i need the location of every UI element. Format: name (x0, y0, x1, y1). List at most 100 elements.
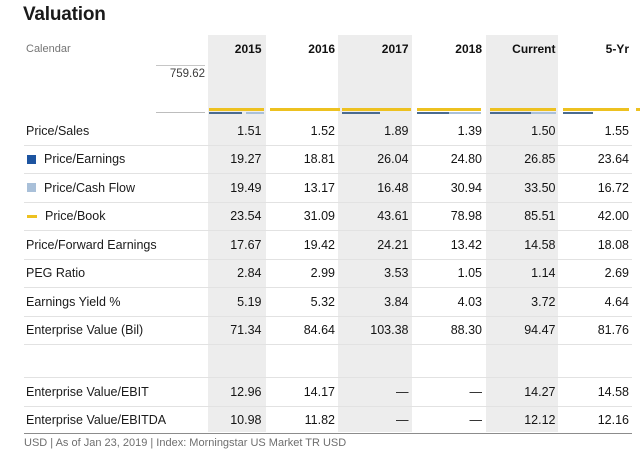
row-label: Enterprise Value (Bil) (26, 323, 144, 338)
row-label-cell: Price/Book (24, 209, 191, 223)
value-cell: 23.64 (597, 152, 629, 167)
value-cell: 2.84 (237, 266, 262, 281)
value-cell: 2.69 (604, 266, 629, 281)
table-row: Price/Forward Earnings 17.67 19.42 24.21 13… (24, 231, 632, 260)
table-row: Price/Earnings 19.27 18.81 26.04 24.80 26.85… (24, 146, 632, 174)
value-cell: 88.30 (450, 323, 482, 338)
value-cell: 19.27 (230, 152, 262, 167)
row-label-cell: Earnings Yield % (24, 295, 191, 309)
row-label-cell: Price/Earnings (24, 152, 191, 166)
value-cell: 24.21 (377, 237, 409, 252)
row-label: PEG Ratio (26, 266, 86, 281)
column-header-5yr: 5-Yr (605, 42, 629, 56)
sparkline-axis-max-label: 759.62 (169, 68, 205, 80)
light-blue-square-icon (27, 183, 36, 193)
yellow-dash-icon (27, 215, 37, 219)
value-cell: 43.61 (377, 209, 409, 224)
column-headers: 2015 2016 2017 2018 Current 5-Yr (191, 42, 632, 56)
column-header-2016: 2016 (308, 42, 335, 56)
value-cell: 11.82 (304, 412, 335, 427)
value-cell: 23.54 (230, 209, 262, 224)
value-cell: 12.16 (597, 412, 629, 427)
value-cell: 26.85 (524, 152, 556, 167)
column-header-current: Current (512, 42, 556, 56)
page-title: Valuation (23, 4, 106, 25)
value-cell: 4.03 (457, 294, 482, 309)
value-cell: 12.96 (230, 384, 262, 399)
value-cell: 14.17 (303, 384, 335, 399)
value-cell: 3.84 (384, 294, 409, 309)
column-stripe-current (486, 35, 558, 432)
value-cell: 31.09 (303, 209, 335, 224)
value-cell: 17.67 (230, 237, 262, 252)
value-cell: 1.05 (457, 266, 482, 281)
value-cell: 1.89 (384, 123, 409, 138)
column-header-2015: 2015 (234, 42, 262, 56)
value-cell: 2.99 (310, 266, 335, 281)
sparkline-segment (342, 107, 411, 115)
value-cell: 1.50 (531, 123, 556, 138)
row-label-cell: Price/Sales (24, 124, 191, 138)
value-cell: 30.94 (450, 180, 482, 195)
sparkline-segment (209, 107, 264, 115)
row-label-cell: Price/Forward Earnings (24, 238, 191, 252)
value-cell: 19.49 (230, 180, 262, 195)
table-row: PEG Ratio 2.84 2.99 3.53 1.05 1.14 2.69 (24, 260, 632, 288)
footer-note: USD | As of Jan 23, 2019 | Index: Mornin… (24, 437, 347, 449)
table-row: Enterprise Value/EBIT 12.96 14.17 — — 14.27 1… (24, 378, 632, 407)
value-cell: 4.64 (604, 294, 629, 309)
value-cell: 85.51 (524, 209, 556, 224)
row-label-cell: Enterprise Value/EBIT (24, 385, 191, 399)
value-cell: 10.98 (230, 412, 262, 427)
sparkline-segment (270, 107, 340, 115)
spacer-row (24, 345, 632, 378)
value-cell: 3.53 (384, 266, 409, 281)
sparkline-segment (563, 107, 629, 115)
table-row: Price/Cash Flow 19.49 13.17 16.48 30.94 33.5… (24, 174, 632, 203)
dark-blue-square-icon (27, 154, 36, 164)
value-cell: 12.12 (524, 412, 556, 427)
value-cell: 26.04 (377, 152, 409, 167)
row-label: Enterprise Value/EBIT (26, 384, 149, 399)
value-cell: 14.58 (524, 237, 556, 252)
row-label-cell: Price/Cash Flow (24, 181, 191, 195)
value-cell: 1.39 (457, 123, 482, 138)
table-row: Price/Book 23.54 31.09 43.61 78.98 85.51 42.0… (24, 203, 632, 231)
table-row: Earnings Yield % 5.19 5.32 3.84 4.03 3.72 4.6… (24, 288, 632, 317)
column-header-2018: 2018 (455, 42, 482, 56)
table-row: Price/Sales 1.51 1.52 1.89 1.39 1.50 1.55 (24, 117, 632, 146)
column-header-2017: 2017 (381, 42, 409, 56)
value-cell: 13.17 (303, 180, 335, 195)
row-label-cell: Enterprise Value (Bil) (24, 323, 191, 337)
value-cell: 78.98 (450, 209, 482, 224)
value-cell: 1.14 (531, 266, 556, 281)
value-cell: — (469, 384, 483, 399)
value-cell: 13.42 (450, 237, 482, 252)
value-cell: 3.72 (531, 294, 556, 309)
row-label-cell: Enterprise Value/EBITDA (24, 413, 191, 427)
calendar-label: Calendar (26, 43, 71, 55)
value-cell: 84.64 (303, 323, 335, 338)
value-cell: 18.81 (303, 152, 335, 167)
value-cell: 14.27 (524, 384, 556, 399)
sparkline-segment (636, 107, 640, 115)
sparkline-axis-top-tick (156, 65, 205, 66)
value-cell: 5.32 (310, 294, 335, 309)
row-label: Price/Earnings (44, 152, 126, 167)
value-cell: 94.47 (524, 323, 556, 338)
row-label: Price/Sales (26, 123, 90, 138)
value-cell: 1.52 (310, 123, 335, 138)
value-cell: 33.50 (524, 180, 556, 195)
value-cell: 14.58 (597, 384, 629, 399)
value-cell: 24.80 (450, 152, 482, 167)
value-cell: 16.48 (377, 180, 409, 195)
row-label: Enterprise Value/EBITDA (26, 412, 167, 427)
value-cell: 103.38 (370, 323, 409, 338)
table-row: Enterprise Value/EBITDA 10.98 11.82 — — 12.1… (24, 407, 632, 434)
table-row: Enterprise Value (Bil) 71.34 84.64 103.38 8… (24, 317, 632, 345)
row-label-cell: PEG Ratio (24, 266, 191, 280)
column-stripe-2015 (208, 35, 266, 432)
value-cell: — (396, 412, 409, 427)
value-cell: 5.19 (237, 294, 262, 309)
